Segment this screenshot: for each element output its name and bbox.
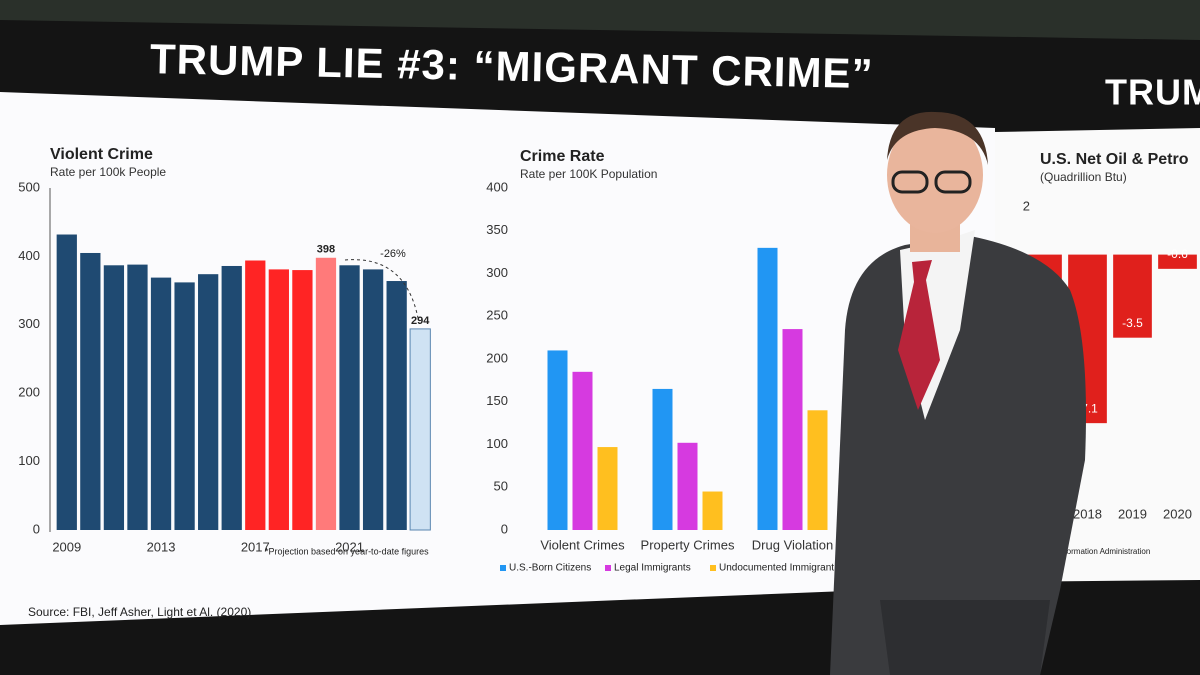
bar [292,270,313,530]
bar [127,264,148,530]
legend-swatch [605,565,611,571]
legend-label: Legal Immigrants [614,563,691,574]
bar [56,234,77,530]
legend-swatch [500,565,506,571]
value-label: 294 [411,315,430,327]
bar [597,447,618,530]
x-tick-label: 2017 [241,539,270,554]
annotation-arrow [344,259,419,319]
bar [782,329,803,530]
presenter-glasses [934,170,972,194]
bar [80,252,101,531]
y-tick-label: 50 [494,479,508,494]
y-tick-label: 400 [486,179,508,194]
y-tick-label: 0 [33,521,40,536]
y-tick-label: 0 [501,521,508,536]
x-tick-label: 2019 [1118,506,1147,521]
annotation: -26% [380,248,406,260]
chart-subtitle: Rate per 100K Population [520,167,657,181]
bar [547,350,568,530]
bar [702,491,723,530]
bar [652,388,673,530]
presenter-suit [830,235,1086,675]
bar [221,265,242,530]
next-banner-title: TRUMP [1105,72,1200,113]
charts: Violent Crime Rate per 100k People 0 100 200… [18,146,1197,619]
legend-label: Undocumented Immigrant [719,563,834,574]
chart-subtitle: Rate per 100k People [50,165,166,179]
x-tick-label: 2018 [1073,506,1102,521]
y-tick-label: 100 [18,453,40,468]
chart-title: Violent Crime [50,146,153,163]
bar [386,281,407,530]
x-tick-label: 2009 [52,539,81,554]
x-tick-label: Drug Violation [752,537,833,552]
bar [1158,254,1197,269]
bar [315,257,337,530]
presenter-hair [887,111,988,165]
y-tick-label: 250 [486,308,508,323]
bar [572,371,593,530]
chart-title: U.S. Net Oil & Petro [1040,151,1189,168]
presenter-glasses [891,170,929,194]
presenter-trousers [880,600,1050,675]
source: ergy Information Administration [1040,547,1150,556]
bar [268,269,289,530]
y-tick-label: 400 [18,248,40,263]
bar [757,247,778,530]
y-tick-label: 500 [18,179,40,194]
bar [1113,254,1152,338]
chart-title: Crime Rate [520,148,605,165]
bar [409,328,431,531]
y-tick-label: 2 [1023,199,1030,214]
x-tick-label: 2021 [335,539,364,554]
y-tick-label: 200 [486,350,508,365]
bar [103,265,125,530]
presenter-tie [898,260,940,410]
chart-subtitle: (Quadrillion Btu) [1040,170,1127,184]
value-label: -0.6 [1167,247,1188,261]
bar [174,282,195,530]
x-tick-label: Violent Crimes [540,537,625,552]
x-tick-label: 2020 [1163,506,1192,521]
x-tick-label: Property Crimes [641,537,735,552]
y-tick-label: 150 [486,393,508,408]
bar [245,260,266,530]
y-tick-label: 200 [18,385,40,400]
y-tick-label: 350 [486,222,508,237]
y-tick-label: 300 [18,316,40,331]
value-label: 398 [317,244,335,256]
presenter [830,111,1086,675]
x-tick-label: 2013 [147,539,176,554]
bar [150,277,172,530]
bar [339,265,360,530]
bar [198,274,219,530]
legend-swatch [710,565,716,571]
presenter-head [887,117,983,233]
y-tick-label: 100 [486,436,508,451]
source: Source: FBI, Jeff Asher, Light et Al. (2… [28,605,251,619]
footnote: *Projection based on year-to-date figure… [265,546,429,556]
bar [677,442,698,530]
legend-label: U.S.-Born Citizens [509,563,591,574]
bar [362,269,384,530]
y-tick-label: 300 [486,265,508,280]
bar [807,410,828,530]
value-label: -3.5 [1122,316,1143,330]
